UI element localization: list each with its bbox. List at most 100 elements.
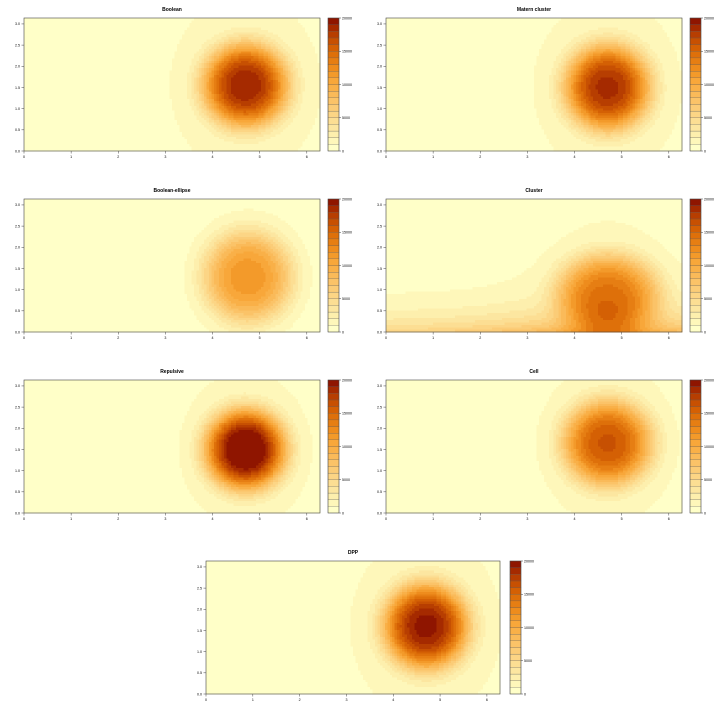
heat-cell (46, 96, 50, 100)
heat-cell (130, 22, 133, 26)
heat-cell (186, 129, 190, 133)
heat-cell (98, 146, 101, 149)
heat-cell (102, 132, 106, 135)
heat-cell (36, 37, 40, 40)
heat-cell (241, 141, 244, 145)
heat-cell (194, 98, 198, 102)
heat-cell (162, 132, 165, 135)
heat-cell (174, 120, 178, 123)
heat-cell (85, 72, 89, 76)
heat-cell (46, 136, 50, 140)
heat-cell (110, 44, 114, 47)
heat-cell (196, 146, 200, 149)
heat-cell (41, 96, 45, 100)
heat-cell (33, 146, 37, 149)
heat-cell (211, 113, 215, 116)
heat-cell (90, 115, 94, 119)
heat-cell (100, 32, 104, 35)
heat-cell (189, 127, 193, 130)
heat-cell (157, 27, 161, 31)
heat-cell (98, 127, 101, 130)
heat-cell (58, 75, 62, 78)
heat-cell (221, 108, 225, 111)
heat-cell (236, 51, 239, 54)
heat-cell (56, 18, 59, 21)
heat-cell (216, 141, 220, 145)
heat-cell (26, 72, 30, 76)
heat-cell (31, 108, 35, 111)
heat-cell (144, 77, 148, 81)
heat-cell (157, 25, 161, 28)
heat-cell (236, 89, 239, 92)
heat-cell (137, 79, 141, 83)
heat-cell (204, 70, 207, 73)
heat-cell (167, 18, 170, 21)
heat-cell (130, 139, 133, 142)
heat-cell (130, 48, 133, 52)
heat-cell (209, 29, 212, 33)
heat-cell (231, 86, 235, 90)
heat-cell (98, 32, 101, 35)
heat-cell (48, 113, 52, 116)
heat-cell (218, 89, 222, 92)
heat-cell (48, 86, 52, 90)
heat-cell (149, 91, 153, 95)
heat-cell (196, 72, 200, 76)
heat-cell (223, 94, 227, 97)
heat-cell (189, 63, 193, 66)
heat-cell (73, 86, 77, 90)
heat-cell (196, 79, 200, 83)
heat-cell (75, 34, 79, 38)
heat-cell (149, 60, 153, 64)
heat-cell (209, 82, 212, 85)
heat-cell (83, 67, 87, 71)
heat-cell (162, 65, 165, 69)
heat-cell (147, 46, 151, 50)
heat-cell (162, 134, 165, 138)
heat-cell (159, 72, 163, 76)
heat-cell (233, 82, 237, 85)
heat-cell (204, 44, 207, 47)
heat-cell (184, 82, 188, 85)
heat-cell (93, 105, 96, 109)
heat-cell (85, 44, 89, 47)
heat-cell (38, 136, 42, 140)
heat-cell (238, 108, 242, 111)
heat-cell (132, 48, 136, 52)
heat-cell (75, 98, 79, 102)
heat-cell (48, 53, 52, 57)
heat-cell (122, 127, 126, 130)
heat-cell (233, 134, 237, 138)
heat-cell (33, 108, 37, 111)
heat-cell (159, 86, 163, 90)
heat-cell (243, 41, 247, 45)
heat-cell (83, 37, 87, 40)
heat-cell (73, 122, 77, 126)
heat-cell (157, 56, 161, 59)
heat-cell (167, 148, 170, 152)
heat-cell (33, 84, 37, 88)
heat-cell (112, 60, 116, 64)
heat-cell (41, 129, 45, 133)
heat-cell (93, 75, 96, 78)
heat-cell (162, 32, 165, 35)
heat-cell (36, 132, 40, 135)
heat-cell (78, 129, 82, 133)
heat-cell (26, 98, 30, 102)
heat-cell (181, 39, 185, 43)
heat-cell (164, 70, 168, 73)
heat-cell (181, 67, 185, 71)
heat-cell (223, 79, 227, 83)
heat-cell (204, 22, 207, 26)
heat-cell (33, 120, 37, 123)
heat-cell (38, 22, 42, 26)
heat-cell (179, 75, 183, 78)
heat-cell (58, 20, 62, 24)
heat-cell (38, 32, 42, 35)
heat-cell (93, 136, 96, 140)
heat-cell (125, 148, 128, 152)
heat-cell (115, 127, 119, 130)
heat-cell (80, 77, 84, 81)
heat-cell (41, 34, 45, 38)
heat-cell (184, 134, 188, 138)
